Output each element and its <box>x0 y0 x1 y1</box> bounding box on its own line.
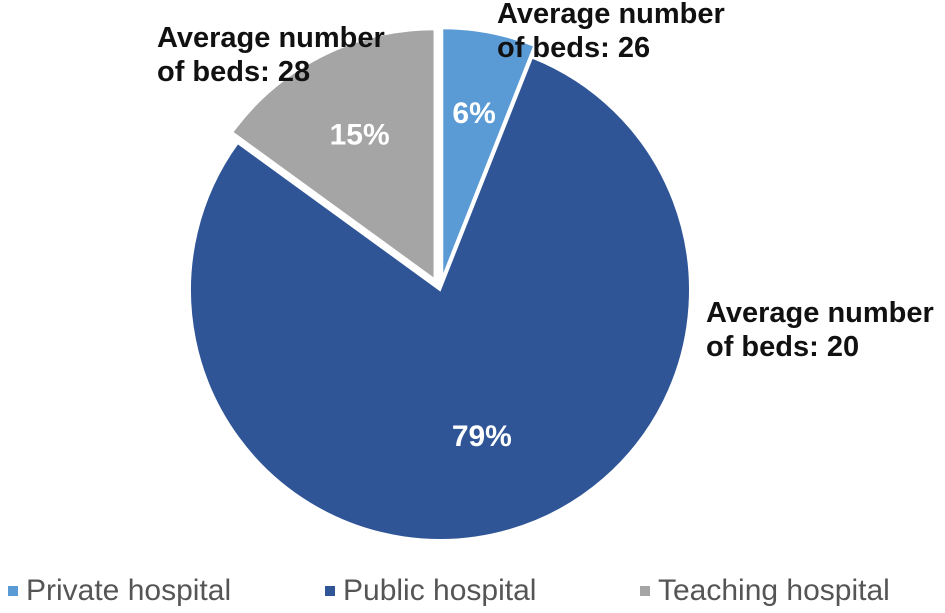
annotation-line-1: Average number <box>497 0 725 30</box>
legend-swatch-private-hospital <box>8 586 18 596</box>
annotation-line-2: of beds: 28 <box>157 56 311 88</box>
legend-item-private-hospital: Private hospital <box>8 574 231 608</box>
legend-label-public-hospital: Public hospital <box>343 574 537 607</box>
data-label-public-hospital: 79% <box>452 420 512 453</box>
pie-slice-private-hospital <box>441 27 536 279</box>
legend-item-public-hospital: Public hospital <box>325 574 536 608</box>
legend-item-teaching-hospital: Teaching hospital <box>640 574 890 608</box>
data-label-teaching-hospital: 15% <box>330 118 390 151</box>
pie-slice-teaching-hospital <box>230 28 436 282</box>
annotation-private-hospital: Average number of beds: 26 <box>497 0 725 65</box>
legend: Private hospital Public hospital Teachin… <box>0 568 945 613</box>
annotation-line-2: of beds: 20 <box>706 331 860 363</box>
annotation-line-2: of beds: 26 <box>497 32 651 64</box>
pie-slice-public-hospital <box>189 56 691 541</box>
legend-label-private-hospital: Private hospital <box>26 574 232 607</box>
data-label-private-hospital: 6% <box>452 97 495 130</box>
legend-swatch-teaching-hospital <box>640 586 650 596</box>
annotation-teaching-hospital: Average number of beds: 28 <box>157 21 385 89</box>
annotation-line-1: Average number <box>157 22 385 54</box>
annotation-public-hospital: Average number of beds: 20 <box>706 296 934 364</box>
annotation-line-1: Average number <box>706 297 934 329</box>
legend-swatch-public-hospital <box>325 586 335 596</box>
legend-label-teaching-hospital: Teaching hospital <box>658 574 890 607</box>
